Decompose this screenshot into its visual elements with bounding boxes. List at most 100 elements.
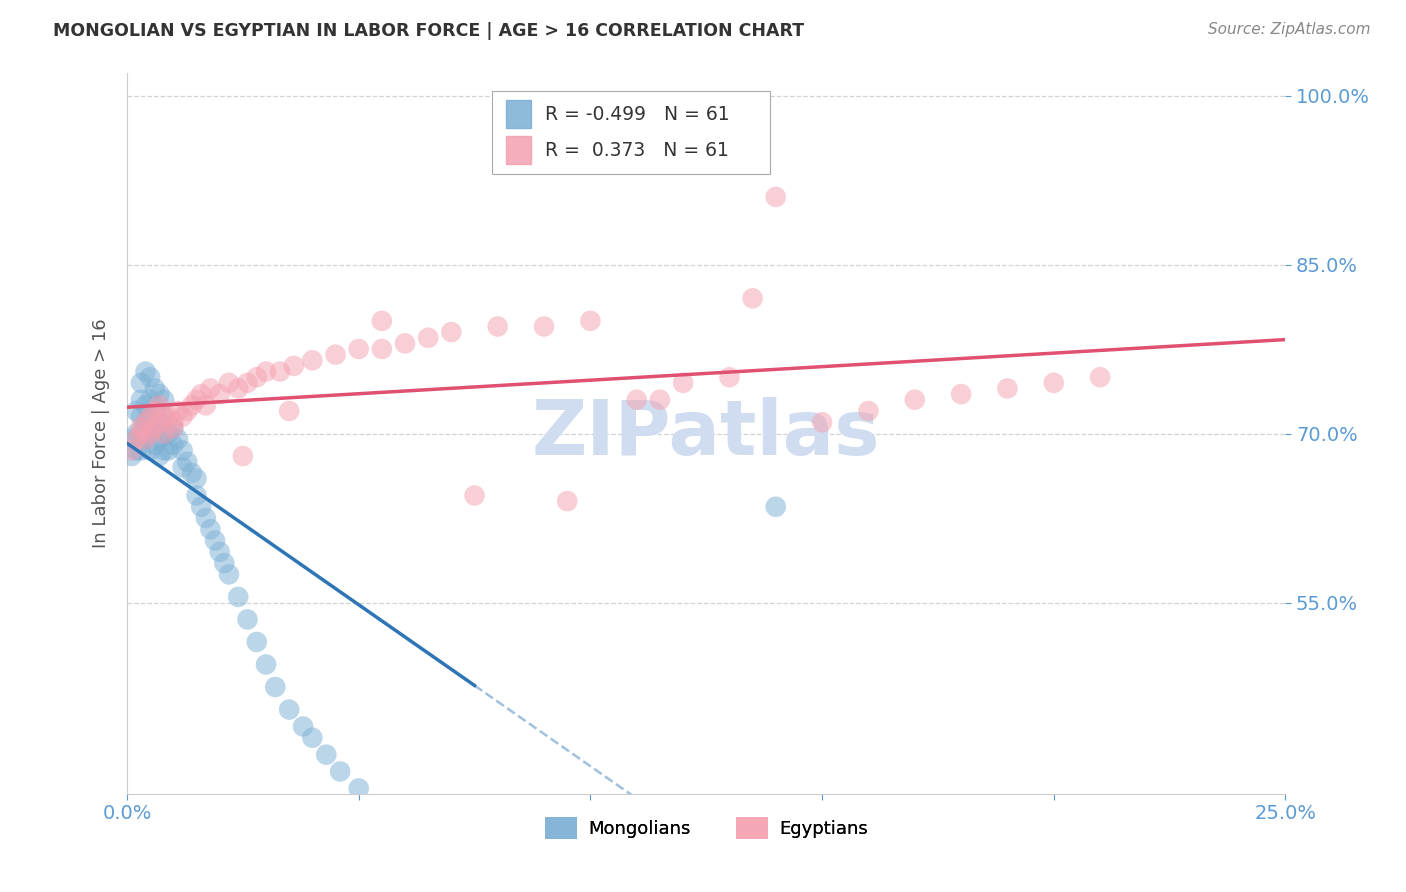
- Point: [157, 443, 180, 458]
- Point: [190, 387, 212, 401]
- Point: [186, 472, 208, 486]
- Point: [180, 466, 202, 480]
- Point: [148, 432, 170, 446]
- Point: [148, 398, 170, 412]
- Point: [858, 404, 880, 418]
- Point: [176, 455, 198, 469]
- Point: [254, 365, 277, 379]
- Point: [208, 545, 231, 559]
- FancyBboxPatch shape: [492, 91, 770, 174]
- Point: [176, 404, 198, 418]
- Point: [148, 415, 170, 429]
- Point: [555, 494, 578, 508]
- Point: [143, 421, 166, 435]
- Point: [135, 365, 157, 379]
- Point: [135, 398, 157, 412]
- Point: [186, 392, 208, 407]
- Point: [347, 781, 370, 796]
- Y-axis label: In Labor Force | Age > 16: In Labor Force | Age > 16: [93, 318, 110, 549]
- Point: [236, 376, 259, 390]
- Text: Source: ZipAtlas.com: Source: ZipAtlas.com: [1208, 22, 1371, 37]
- Point: [143, 404, 166, 418]
- Point: [139, 426, 162, 441]
- Point: [283, 359, 305, 373]
- Point: [121, 432, 143, 446]
- Point: [148, 387, 170, 401]
- Point: [153, 443, 176, 458]
- Point: [200, 522, 222, 536]
- Point: [190, 500, 212, 514]
- Point: [153, 392, 176, 407]
- Point: [139, 392, 162, 407]
- Point: [226, 590, 249, 604]
- Point: [214, 556, 236, 570]
- Point: [246, 635, 269, 649]
- Point: [129, 426, 152, 441]
- Point: [148, 449, 170, 463]
- Point: [440, 325, 463, 339]
- Point: [157, 409, 180, 424]
- Point: [121, 449, 143, 463]
- Point: [143, 381, 166, 395]
- Point: [226, 381, 249, 395]
- Point: [153, 426, 176, 441]
- Point: [292, 719, 315, 733]
- Point: [997, 381, 1019, 395]
- Point: [194, 511, 217, 525]
- Point: [125, 443, 148, 458]
- Point: [533, 319, 555, 334]
- Point: [904, 392, 927, 407]
- Text: R =  0.373   N = 61: R = 0.373 N = 61: [546, 141, 730, 160]
- Point: [301, 353, 323, 368]
- Point: [218, 376, 240, 390]
- Point: [121, 443, 143, 458]
- Point: [153, 409, 176, 424]
- Point: [172, 443, 194, 458]
- Point: [129, 421, 152, 435]
- Point: [301, 731, 323, 745]
- Point: [194, 398, 217, 412]
- Point: [167, 404, 190, 418]
- Point: [172, 460, 194, 475]
- Point: [153, 426, 176, 441]
- Point: [162, 415, 184, 429]
- Text: R = -0.499   N = 61: R = -0.499 N = 61: [546, 104, 730, 124]
- Point: [315, 747, 337, 762]
- Point: [264, 680, 287, 694]
- Point: [418, 331, 440, 345]
- Point: [125, 426, 148, 441]
- Point: [139, 370, 162, 384]
- Point: [579, 314, 602, 328]
- Point: [232, 449, 254, 463]
- Point: [135, 415, 157, 429]
- Point: [394, 336, 416, 351]
- Point: [269, 365, 291, 379]
- Point: [162, 421, 184, 435]
- Point: [172, 409, 194, 424]
- Bar: [506, 136, 531, 164]
- Point: [208, 387, 231, 401]
- Point: [1042, 376, 1064, 390]
- Point: [125, 432, 148, 446]
- Point: [162, 421, 184, 435]
- Point: [236, 612, 259, 626]
- Point: [718, 370, 741, 384]
- Point: [648, 392, 671, 407]
- Point: [153, 409, 176, 424]
- Point: [811, 415, 834, 429]
- Point: [129, 392, 152, 407]
- Point: [278, 404, 301, 418]
- Point: [129, 409, 152, 424]
- Point: [950, 387, 973, 401]
- Point: [143, 421, 166, 435]
- Point: [741, 291, 763, 305]
- Point: [254, 657, 277, 672]
- Point: [148, 415, 170, 429]
- Point: [278, 702, 301, 716]
- Point: [371, 314, 394, 328]
- Point: [1088, 370, 1111, 384]
- Point: [135, 432, 157, 446]
- Point: [143, 404, 166, 418]
- Point: [186, 488, 208, 502]
- Point: [672, 376, 695, 390]
